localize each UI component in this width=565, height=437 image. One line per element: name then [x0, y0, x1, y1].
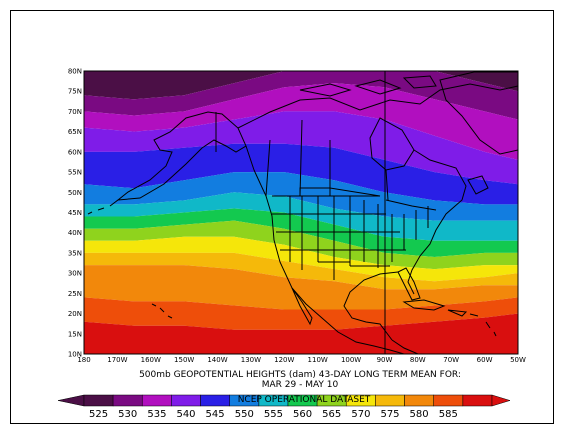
lat-label: 40N	[68, 229, 82, 237]
lon-label: 110W	[308, 356, 328, 364]
hawaii	[151, 303, 173, 319]
color-bar-swatch	[171, 394, 201, 407]
color-bar-label: 560	[293, 409, 312, 420]
color-bar-swatch	[112, 394, 143, 407]
lat-label: 10N	[68, 351, 82, 359]
aleutian-islands	[87, 199, 119, 215]
height-band-1	[84, 71, 518, 100]
color-bar-label: 540	[176, 409, 195, 420]
lon-label: 90W	[377, 356, 393, 364]
map-date-range: MAR 29 - MAY 10	[262, 380, 339, 390]
hudson-bay	[369, 117, 415, 171]
height-band-11	[84, 252, 518, 290]
color-bar-label: 580	[410, 409, 429, 420]
lon-label: 60W	[477, 356, 493, 364]
lat-label: 35N	[68, 249, 82, 257]
lat-label: 45N	[68, 209, 82, 217]
lat-label: 60N	[68, 148, 82, 156]
color-bar-label: 585	[439, 409, 458, 420]
height-band-13	[84, 297, 518, 330]
lat-label: 75N	[68, 88, 82, 96]
color-bar-label: 555	[264, 409, 283, 420]
lon-label: 140W	[207, 356, 227, 364]
lat-label: 65N	[68, 128, 82, 136]
color-bar-right-arrow	[491, 394, 511, 407]
us-canada-border	[272, 187, 381, 197]
lat-label: 15N	[68, 330, 82, 338]
lat-label: 70N	[68, 108, 82, 116]
height-band-9	[84, 220, 518, 270]
color-bar-swatch	[462, 394, 493, 407]
height-band-7	[84, 192, 518, 241]
lat-label: 20N	[68, 310, 82, 318]
lon-label: 70W	[443, 356, 459, 364]
color-bar	[57, 394, 511, 407]
lon-label: 120W	[274, 356, 294, 364]
coastlines	[87, 71, 518, 354]
color-bar-swatch	[404, 394, 434, 407]
lat-label: 30N	[68, 270, 82, 278]
color-bar-label: 550	[235, 409, 254, 420]
color-bar-label: 575	[380, 409, 399, 420]
baja-coast	[291, 287, 313, 326]
height-bands	[84, 71, 518, 354]
color-bar-label: 565	[322, 409, 341, 420]
lon-label: 170W	[107, 356, 127, 364]
lon-label: 130W	[241, 356, 261, 364]
newfoundland	[467, 175, 489, 195]
lon-label: 150W	[174, 356, 194, 364]
color-bar-swatch	[433, 394, 464, 407]
plot-border	[83, 70, 519, 355]
lon-label: 160W	[141, 356, 161, 364]
height-band-14	[84, 313, 518, 354]
lon-label: 50W	[510, 356, 526, 364]
color-bar-label: 525	[89, 409, 108, 420]
na-west-coast	[245, 145, 405, 354]
color-bar-labels: 525 530 535 540 545 550 555 560 565 570 575 580 585	[89, 409, 458, 420]
color-bar-swatch	[200, 394, 230, 407]
greenland	[439, 71, 518, 155]
lat-label: 25N	[68, 290, 82, 298]
lon-label: 180	[77, 356, 90, 364]
longitude-labels: 180 170W 160W 150W 140W 130W 120W 110W 100W 90W 80…	[77, 356, 526, 364]
color-bar-label: 530	[118, 409, 137, 420]
color-bar-swatch	[83, 394, 114, 407]
color-bar-label: 535	[147, 409, 166, 420]
map-title: 500mb GEOPOTENTIAL HEIGHTS (dam) 43-DAY …	[139, 370, 461, 380]
gulf-coast	[343, 271, 399, 341]
arctic-islands	[299, 75, 437, 97]
canadian-borders	[215, 112, 389, 201]
color-bar-swatch	[375, 394, 405, 407]
dataset-label: NCEP OPERATIONAL DATASET	[238, 395, 371, 405]
color-bar-label: 545	[206, 409, 225, 420]
color-bar-label: 570	[351, 409, 370, 420]
na-east-coast	[407, 149, 467, 295]
height-band-12	[84, 265, 518, 310]
height-band-10	[84, 236, 518, 282]
latitude-labels: 80N 75N 70N 65N 60N 55N 50N 45N 40N 35N 30N 25N 20N 1…	[68, 68, 82, 359]
central-america	[391, 339, 419, 354]
lat-label: 80N	[68, 68, 82, 76]
height-band-8	[84, 208, 518, 257]
color-bar-swatch	[142, 394, 172, 407]
state-border-18	[385, 199, 437, 211]
lon-label: 80W	[410, 356, 426, 364]
lon-label: 100W	[341, 356, 361, 364]
caribbean-islands	[402, 299, 497, 337]
color-bar-left-arrow	[57, 394, 85, 407]
arctic-coast	[237, 83, 518, 129]
lat-label: 50N	[68, 189, 82, 197]
lat-label: 55N	[68, 169, 82, 177]
alaska-coast	[116, 111, 247, 201]
